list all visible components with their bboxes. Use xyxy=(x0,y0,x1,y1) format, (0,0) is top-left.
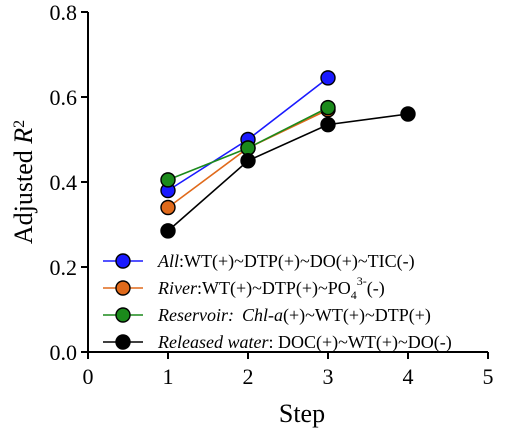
data-point-released-water xyxy=(160,223,176,239)
y-tick-label: 0.0 xyxy=(50,340,78,365)
legend-label-released-water: Released water: DOC(+)~WT(+)~DO(-) xyxy=(157,332,452,353)
series-all xyxy=(160,70,336,199)
legend-entry-river: River:WT(+)~DTP(+)~PO43-(-) xyxy=(103,274,385,302)
legend-marker-released-water xyxy=(115,334,131,350)
data-point-released-water xyxy=(400,106,416,122)
data-point-released-water xyxy=(240,153,256,169)
y-tick-label: 0.8 xyxy=(50,0,78,25)
legend-label-all: All:WT(+)~DTP(+)~DO(+)~TIC(-) xyxy=(157,251,415,272)
legend-entry-released-water: Released water: DOC(+)~WT(+)~DO(-) xyxy=(103,332,452,353)
legend-entry-reservoir: Reservoir: Chl-a(+)~WT(+)~DTP(+) xyxy=(103,305,431,326)
series-layer xyxy=(160,70,416,239)
y-tick-label: 0.6 xyxy=(50,85,78,110)
x-tick-label: 0 xyxy=(83,364,94,389)
data-point-released-water xyxy=(320,116,336,133)
y-tick-label: 0.4 xyxy=(50,170,78,195)
data-point-reservoir xyxy=(320,99,336,116)
x-tick-label: 4 xyxy=(403,364,414,389)
x-tick-label: 3 xyxy=(323,364,334,389)
x-tick-label: 1 xyxy=(163,364,174,389)
data-point-river xyxy=(160,199,176,216)
legend-marker-river xyxy=(115,280,131,296)
axes xyxy=(87,12,488,353)
legend-marker-reservoir xyxy=(115,307,131,323)
legend-label-reservoir: Reservoir: Chl-a(+)~WT(+)~DTP(+) xyxy=(157,305,431,326)
y-tick-label: 0.2 xyxy=(50,255,78,280)
data-point-reservoir xyxy=(240,140,256,156)
series-released-water xyxy=(160,106,416,239)
x-tick-label: 5 xyxy=(483,364,494,389)
legend-entry-all: All:WT(+)~DTP(+)~DO(+)~TIC(-) xyxy=(103,251,415,272)
legend: All:WT(+)~DTP(+)~DO(+)~TIC(-) River:WT(+… xyxy=(103,251,452,353)
x-tick-label: 2 xyxy=(243,364,254,389)
legend-marker-all xyxy=(115,253,131,269)
x-axis-title: Step xyxy=(279,399,325,428)
x-ticks: 0 1 2 3 4 5 xyxy=(83,352,494,389)
series-line-released-water xyxy=(167,113,409,232)
data-point-reservoir xyxy=(160,172,176,188)
y-ticks: 0.0 0.2 0.4 0.6 0.8 xyxy=(50,0,88,365)
y-axis-title: Adjusted R2 xyxy=(9,120,38,244)
data-point-all xyxy=(320,70,336,86)
legend-label-river: River:WT(+)~DTP(+)~PO43-(-) xyxy=(157,274,385,302)
series-reservoir xyxy=(160,99,336,188)
